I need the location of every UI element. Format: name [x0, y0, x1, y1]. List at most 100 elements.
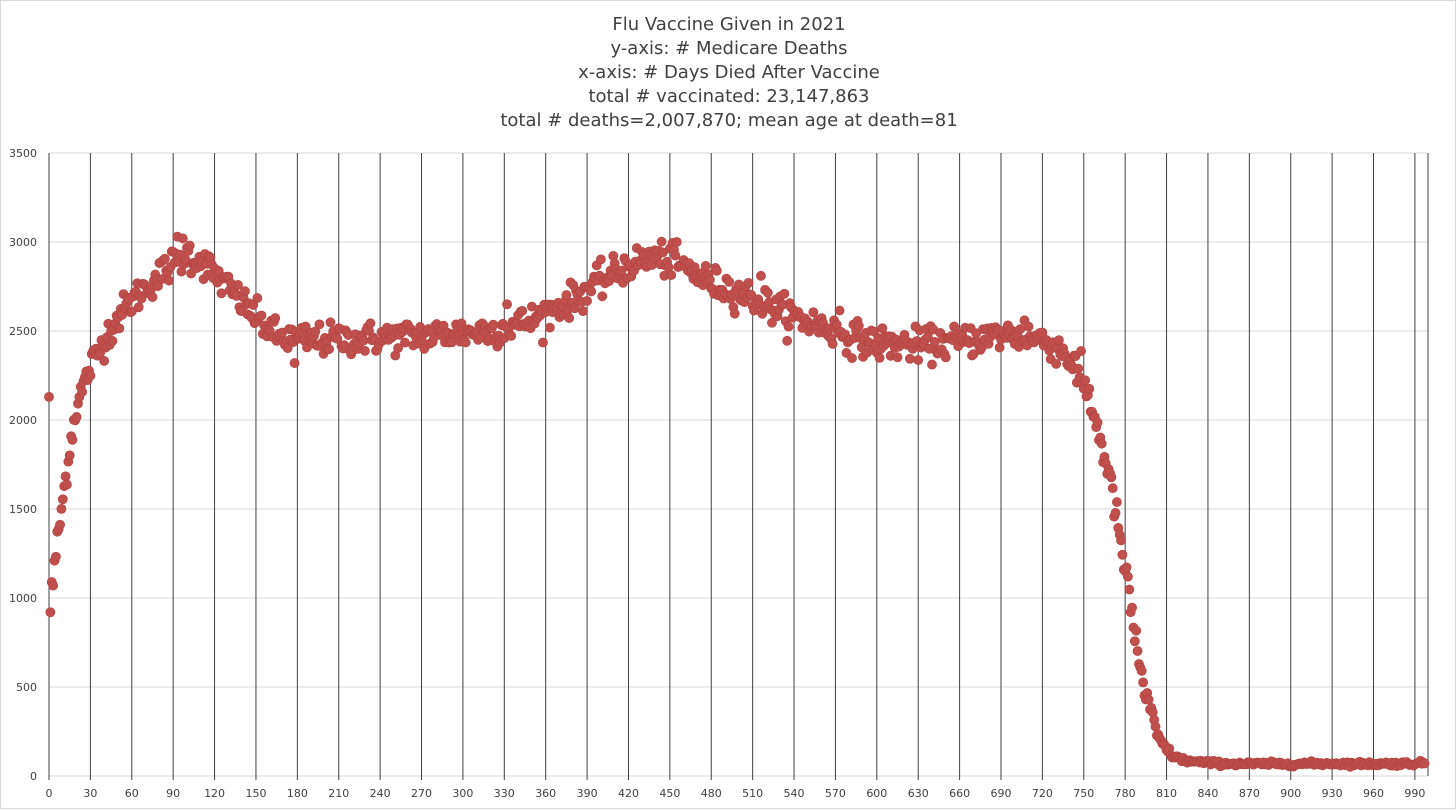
data-point — [62, 479, 72, 490]
data-point — [1096, 438, 1107, 449]
x-tick-label: 570 — [825, 787, 846, 800]
x-tick-label: 690 — [990, 787, 1011, 800]
y-tick-label: 1000 — [9, 592, 37, 605]
data-point — [582, 296, 592, 306]
data-point — [51, 551, 61, 562]
data-point — [929, 336, 940, 347]
data-point — [1054, 335, 1064, 346]
data-point — [1129, 636, 1140, 647]
data-point — [184, 240, 195, 251]
data-point — [216, 288, 227, 299]
data-point — [1116, 535, 1126, 546]
data-point — [1132, 646, 1143, 656]
data-point — [1106, 472, 1117, 483]
data-point — [767, 317, 777, 328]
x-tick-label: 990 — [1404, 787, 1425, 800]
x-tick-label: 840 — [1197, 787, 1218, 800]
data-point — [1136, 665, 1147, 676]
x-tick-label: 270 — [411, 787, 432, 800]
x-tick-label: 810 — [1156, 787, 1177, 800]
data-point — [325, 317, 336, 328]
data-point — [1107, 483, 1118, 494]
data-point — [700, 260, 711, 271]
data-point — [67, 434, 78, 445]
y-tick-label: 2000 — [9, 414, 37, 427]
x-tick-label: 510 — [742, 787, 763, 800]
data-point — [666, 270, 677, 280]
data-point — [517, 305, 528, 316]
data-point — [564, 313, 575, 323]
x-tick-label: 540 — [784, 787, 805, 800]
data-point — [1138, 677, 1148, 688]
data-point — [782, 335, 793, 346]
data-point — [783, 321, 794, 332]
data-points — [44, 231, 1430, 772]
data-point — [756, 270, 766, 281]
data-point — [233, 280, 243, 290]
data-point — [1131, 625, 1142, 636]
data-point — [729, 308, 740, 319]
x-tick-label: 240 — [370, 787, 391, 800]
x-axis-ticks: 0 30 60 90 120 150 180 210 240 270 300 330 360 390 420… — [46, 787, 1426, 800]
y-tick-label: 3000 — [9, 236, 37, 249]
data-point — [1123, 571, 1133, 582]
x-tick-label: 30 — [83, 787, 97, 800]
x-tick-label: 870 — [1239, 787, 1260, 800]
data-point — [393, 343, 403, 353]
data-point — [544, 322, 555, 333]
data-point — [670, 250, 681, 261]
data-point — [48, 580, 59, 591]
data-point — [827, 339, 838, 349]
x-tick-label: 630 — [908, 787, 929, 800]
data-point — [724, 276, 735, 287]
x-tick-label: 120 — [204, 787, 225, 800]
data-point — [114, 323, 125, 334]
chart-title: Flu Vaccine Given in 2021 y-axis: # Medi… — [1, 13, 1456, 133]
data-point — [779, 288, 790, 299]
x-tick-label: 930 — [1322, 787, 1343, 800]
x-tick-label: 900 — [1280, 787, 1301, 800]
y-axis-ticks: 0 500 1000 1500 2000 2500 3000 3500 — [9, 147, 37, 783]
data-point — [45, 607, 56, 618]
data-point — [77, 386, 88, 397]
data-point — [561, 290, 572, 300]
data-point — [99, 356, 110, 366]
x-tick-label: 960 — [1363, 787, 1384, 800]
y-tick-label: 2500 — [9, 325, 37, 338]
x-tick-label: 450 — [659, 787, 680, 800]
data-point — [1117, 549, 1128, 560]
data-point — [256, 310, 267, 321]
data-point — [147, 292, 158, 302]
x-tick-label: 150 — [245, 787, 266, 800]
data-point — [159, 253, 170, 264]
data-point — [164, 275, 174, 286]
data-point — [1419, 758, 1430, 769]
data-point — [446, 337, 457, 348]
data-point — [400, 337, 410, 348]
data-point — [1076, 346, 1086, 356]
data-point — [177, 233, 188, 244]
data-point — [64, 450, 75, 461]
data-point — [1127, 602, 1137, 613]
data-point — [913, 355, 924, 365]
data-point — [671, 237, 682, 247]
data-point — [922, 331, 933, 342]
data-point — [1084, 383, 1095, 394]
data-point — [240, 286, 250, 297]
x-tick-label: 780 — [1115, 787, 1136, 800]
data-point — [704, 274, 715, 285]
data-point — [85, 370, 96, 381]
x-tick-label: 660 — [949, 787, 970, 800]
data-point — [60, 471, 71, 482]
title-line-1: Flu Vaccine Given in 2021 — [612, 14, 846, 35]
x-tick-label: 600 — [866, 787, 887, 800]
data-point — [1080, 375, 1091, 386]
data-point — [1051, 358, 1062, 369]
x-tick-label: 210 — [328, 787, 349, 800]
data-point — [71, 412, 82, 422]
title-line-4: total # vaccinated: 23,147,863 — [588, 86, 870, 107]
data-point — [994, 342, 1005, 353]
data-point — [44, 391, 54, 402]
data-point — [252, 293, 263, 303]
